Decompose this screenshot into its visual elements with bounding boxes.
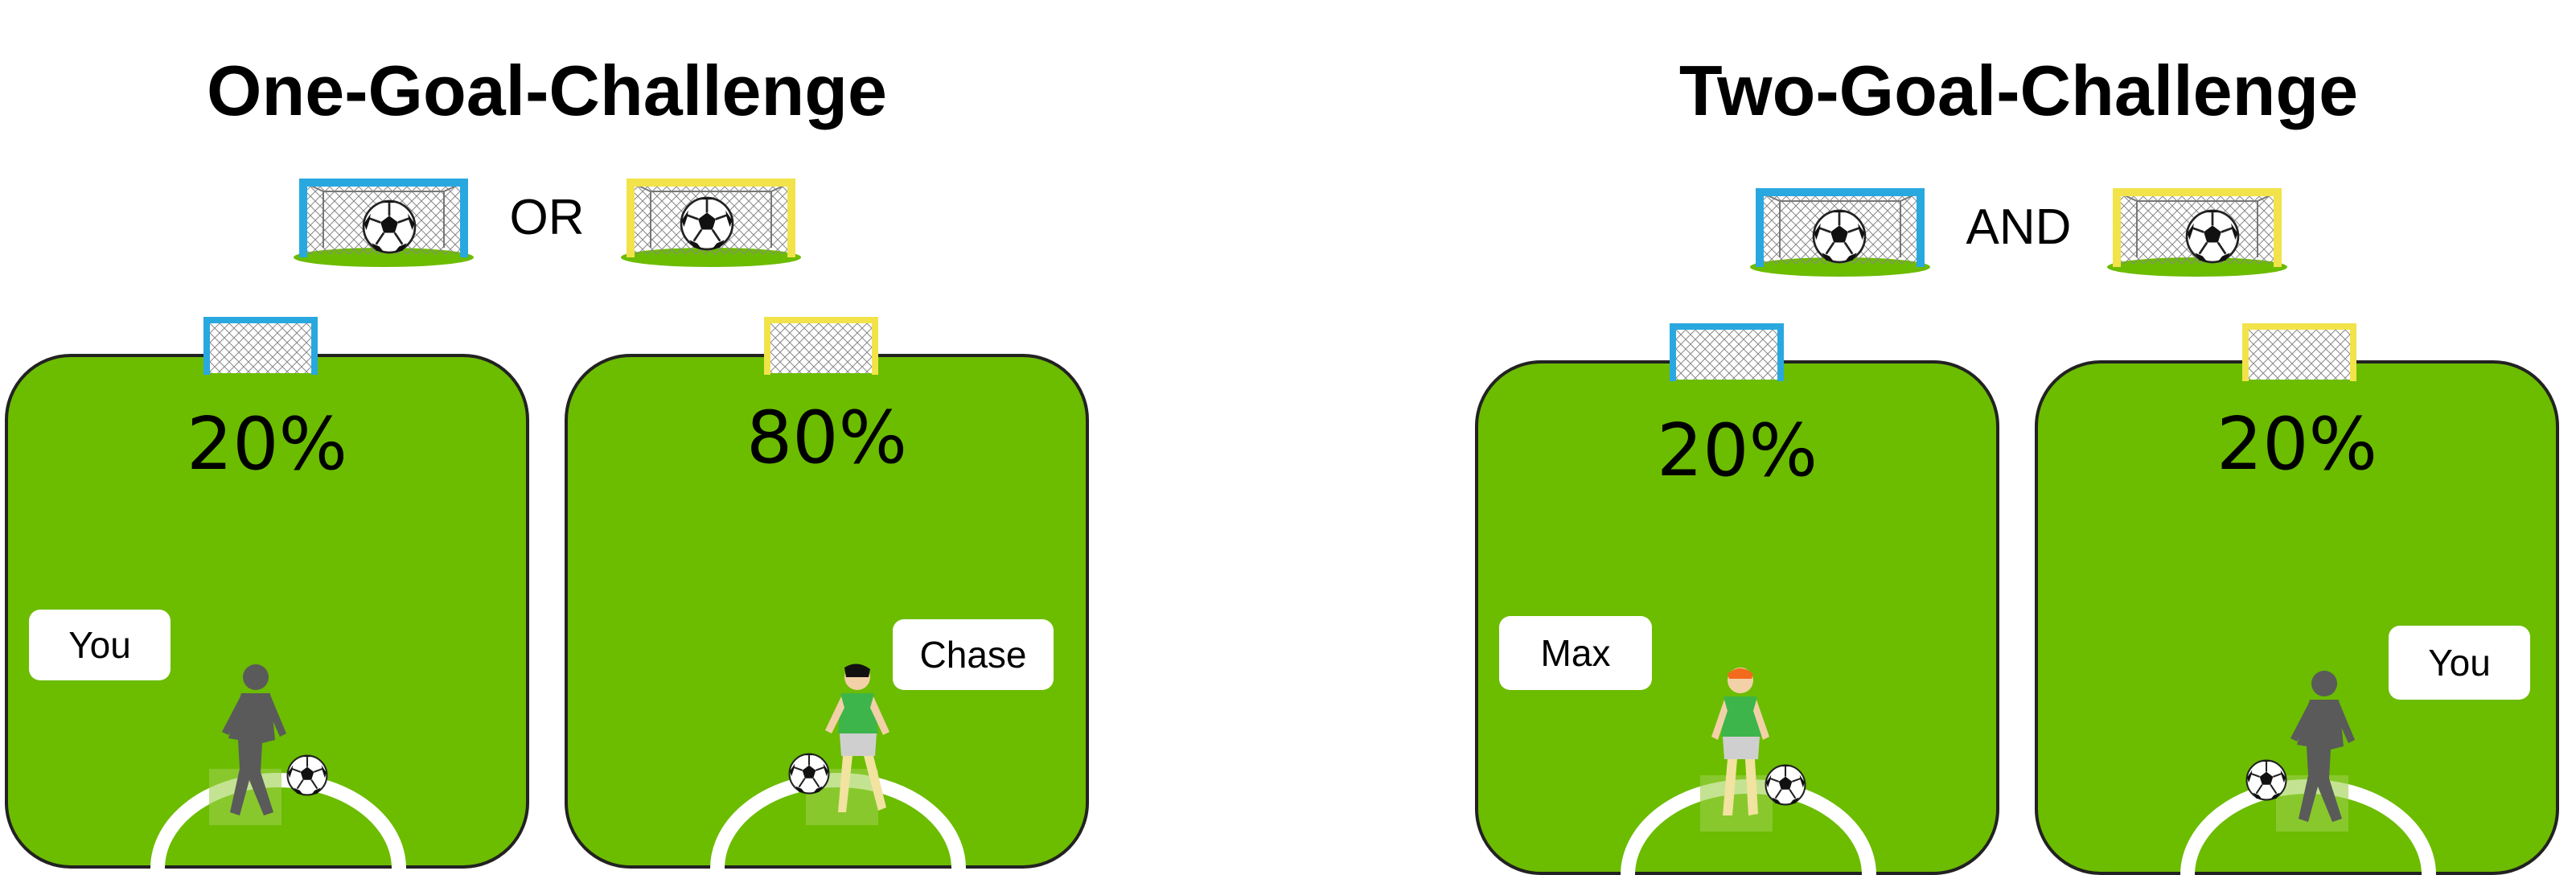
two-goal-title: Two-Goal-Challenge [1678, 51, 2359, 130]
player-name-tag: You [2389, 626, 2530, 700]
yellow-goal-icon [2242, 323, 2356, 381]
green-shirt-player-icon [825, 663, 889, 812]
two-goal-panel: Two-Goal-Challenge AND [1472, 0, 2566, 875]
silhouette-player-icon [2290, 671, 2355, 822]
yellow-goal-with-ball-icon [2105, 187, 2290, 277]
one-goal-legend: OR [0, 161, 1094, 273]
blue-goal-with-ball-icon [291, 178, 476, 268]
success-percent: 80% [746, 396, 908, 480]
soccer-ball-icon [286, 754, 328, 796]
two-goal-legend: AND [1472, 170, 2566, 283]
one-goal-panel: One-Goal-Challenge OR [0, 0, 1094, 873]
success-percent: 20% [186, 402, 348, 487]
yellow-goal-with-ball-icon [618, 178, 803, 268]
soccer-ball-icon [1765, 764, 1806, 806]
player-name-tag: Chase [893, 619, 1054, 690]
success-percent: 20% [2216, 402, 2378, 487]
blue-goal-icon [203, 317, 318, 375]
blue-goal-icon [1670, 323, 1784, 381]
or-connector: OR [509, 189, 585, 245]
player-name-tag: You [29, 610, 171, 680]
yellow-goal-icon [764, 317, 878, 375]
success-percent: 20% [1656, 409, 1818, 493]
field-chase-yellow: 80% Chase [565, 317, 1089, 869]
player-name-tag: Max [1499, 616, 1652, 690]
one-goal-title: One-Goal-Challenge [207, 51, 887, 130]
blue-goal-with-ball-icon [1748, 187, 1933, 277]
soccer-ball-icon [2245, 759, 2287, 801]
orange-hair-player-icon [1711, 668, 1769, 815]
field-you-yellow: 20% You [2035, 323, 2559, 875]
field-you-blue: 20% You [5, 317, 529, 869]
and-connector: AND [1966, 199, 2072, 255]
field-max-blue: 20% Max [1475, 323, 1999, 875]
silhouette-player-icon [222, 664, 286, 815]
soccer-ball-icon [788, 753, 830, 795]
